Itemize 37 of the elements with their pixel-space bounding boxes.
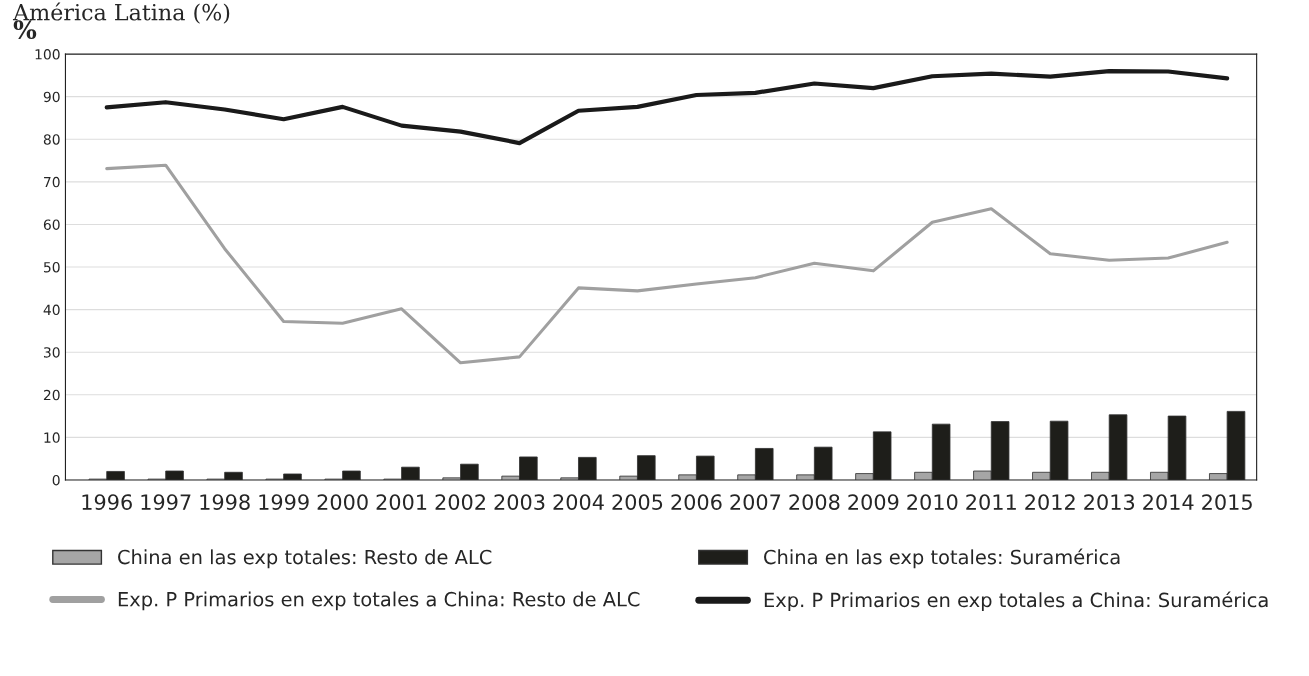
x-tick-label: 1998 (200, 494, 250, 510)
y-tick-label: 30 (43, 347, 60, 358)
x-tick-label: 2005 (612, 494, 663, 510)
x-tick-label: 2007 (730, 494, 781, 510)
line-series (104, 69, 1230, 146)
x-tick-label: 2000 (317, 494, 368, 510)
x-tick-label: 2008 (789, 494, 840, 510)
x-tick-label: 2010 (907, 494, 958, 510)
x-tick-label: 2002 (435, 494, 485, 510)
y-tick-label: 100 (35, 49, 60, 60)
x-tick-label: 2013 (1084, 494, 1135, 510)
x-tick-label: 1997 (141, 494, 191, 510)
x-tick-label: 2015 (1202, 494, 1252, 510)
x-tick-label: 2011 (966, 494, 1016, 510)
legend-label: Exp. P Primarios en exp totales a China: Suramérica (764, 591, 1268, 612)
x-tick-label: 1999 (259, 494, 309, 510)
x-tick-label: 2014 (1143, 494, 1194, 510)
y-tick-label: 10 (44, 432, 60, 443)
y-tick-label: 40 (43, 304, 60, 316)
y-tick-label: 0 (52, 474, 60, 486)
x-tick-label: 1996 (82, 494, 132, 510)
line-series (105, 163, 1229, 365)
y-tick-label: 60 (43, 219, 60, 230)
x-tick-label: 2004 (553, 494, 604, 510)
x-tick-label: 2001 (376, 494, 427, 510)
legend-label: China en las exp totales: Suramérica (764, 548, 1120, 569)
x-tick-label: 2012 (1025, 494, 1075, 510)
legend-label: China en las exp totales: Resto de ALC (118, 549, 492, 569)
y-tick-label: 20 (43, 389, 60, 401)
y-tick-label: 70 (44, 176, 60, 188)
x-tick-label: 2009 (848, 494, 899, 510)
y-tick-label: 50 (43, 261, 60, 273)
legend-label: Exp. P Primarios en exp totales a China: Resto de ALC (118, 591, 640, 611)
y-tick-label: 80 (43, 134, 60, 145)
x-tick-label: 2006 (671, 494, 722, 510)
y-tick-label: 90 (43, 91, 60, 103)
x-tick-label: 2003 (494, 494, 545, 510)
